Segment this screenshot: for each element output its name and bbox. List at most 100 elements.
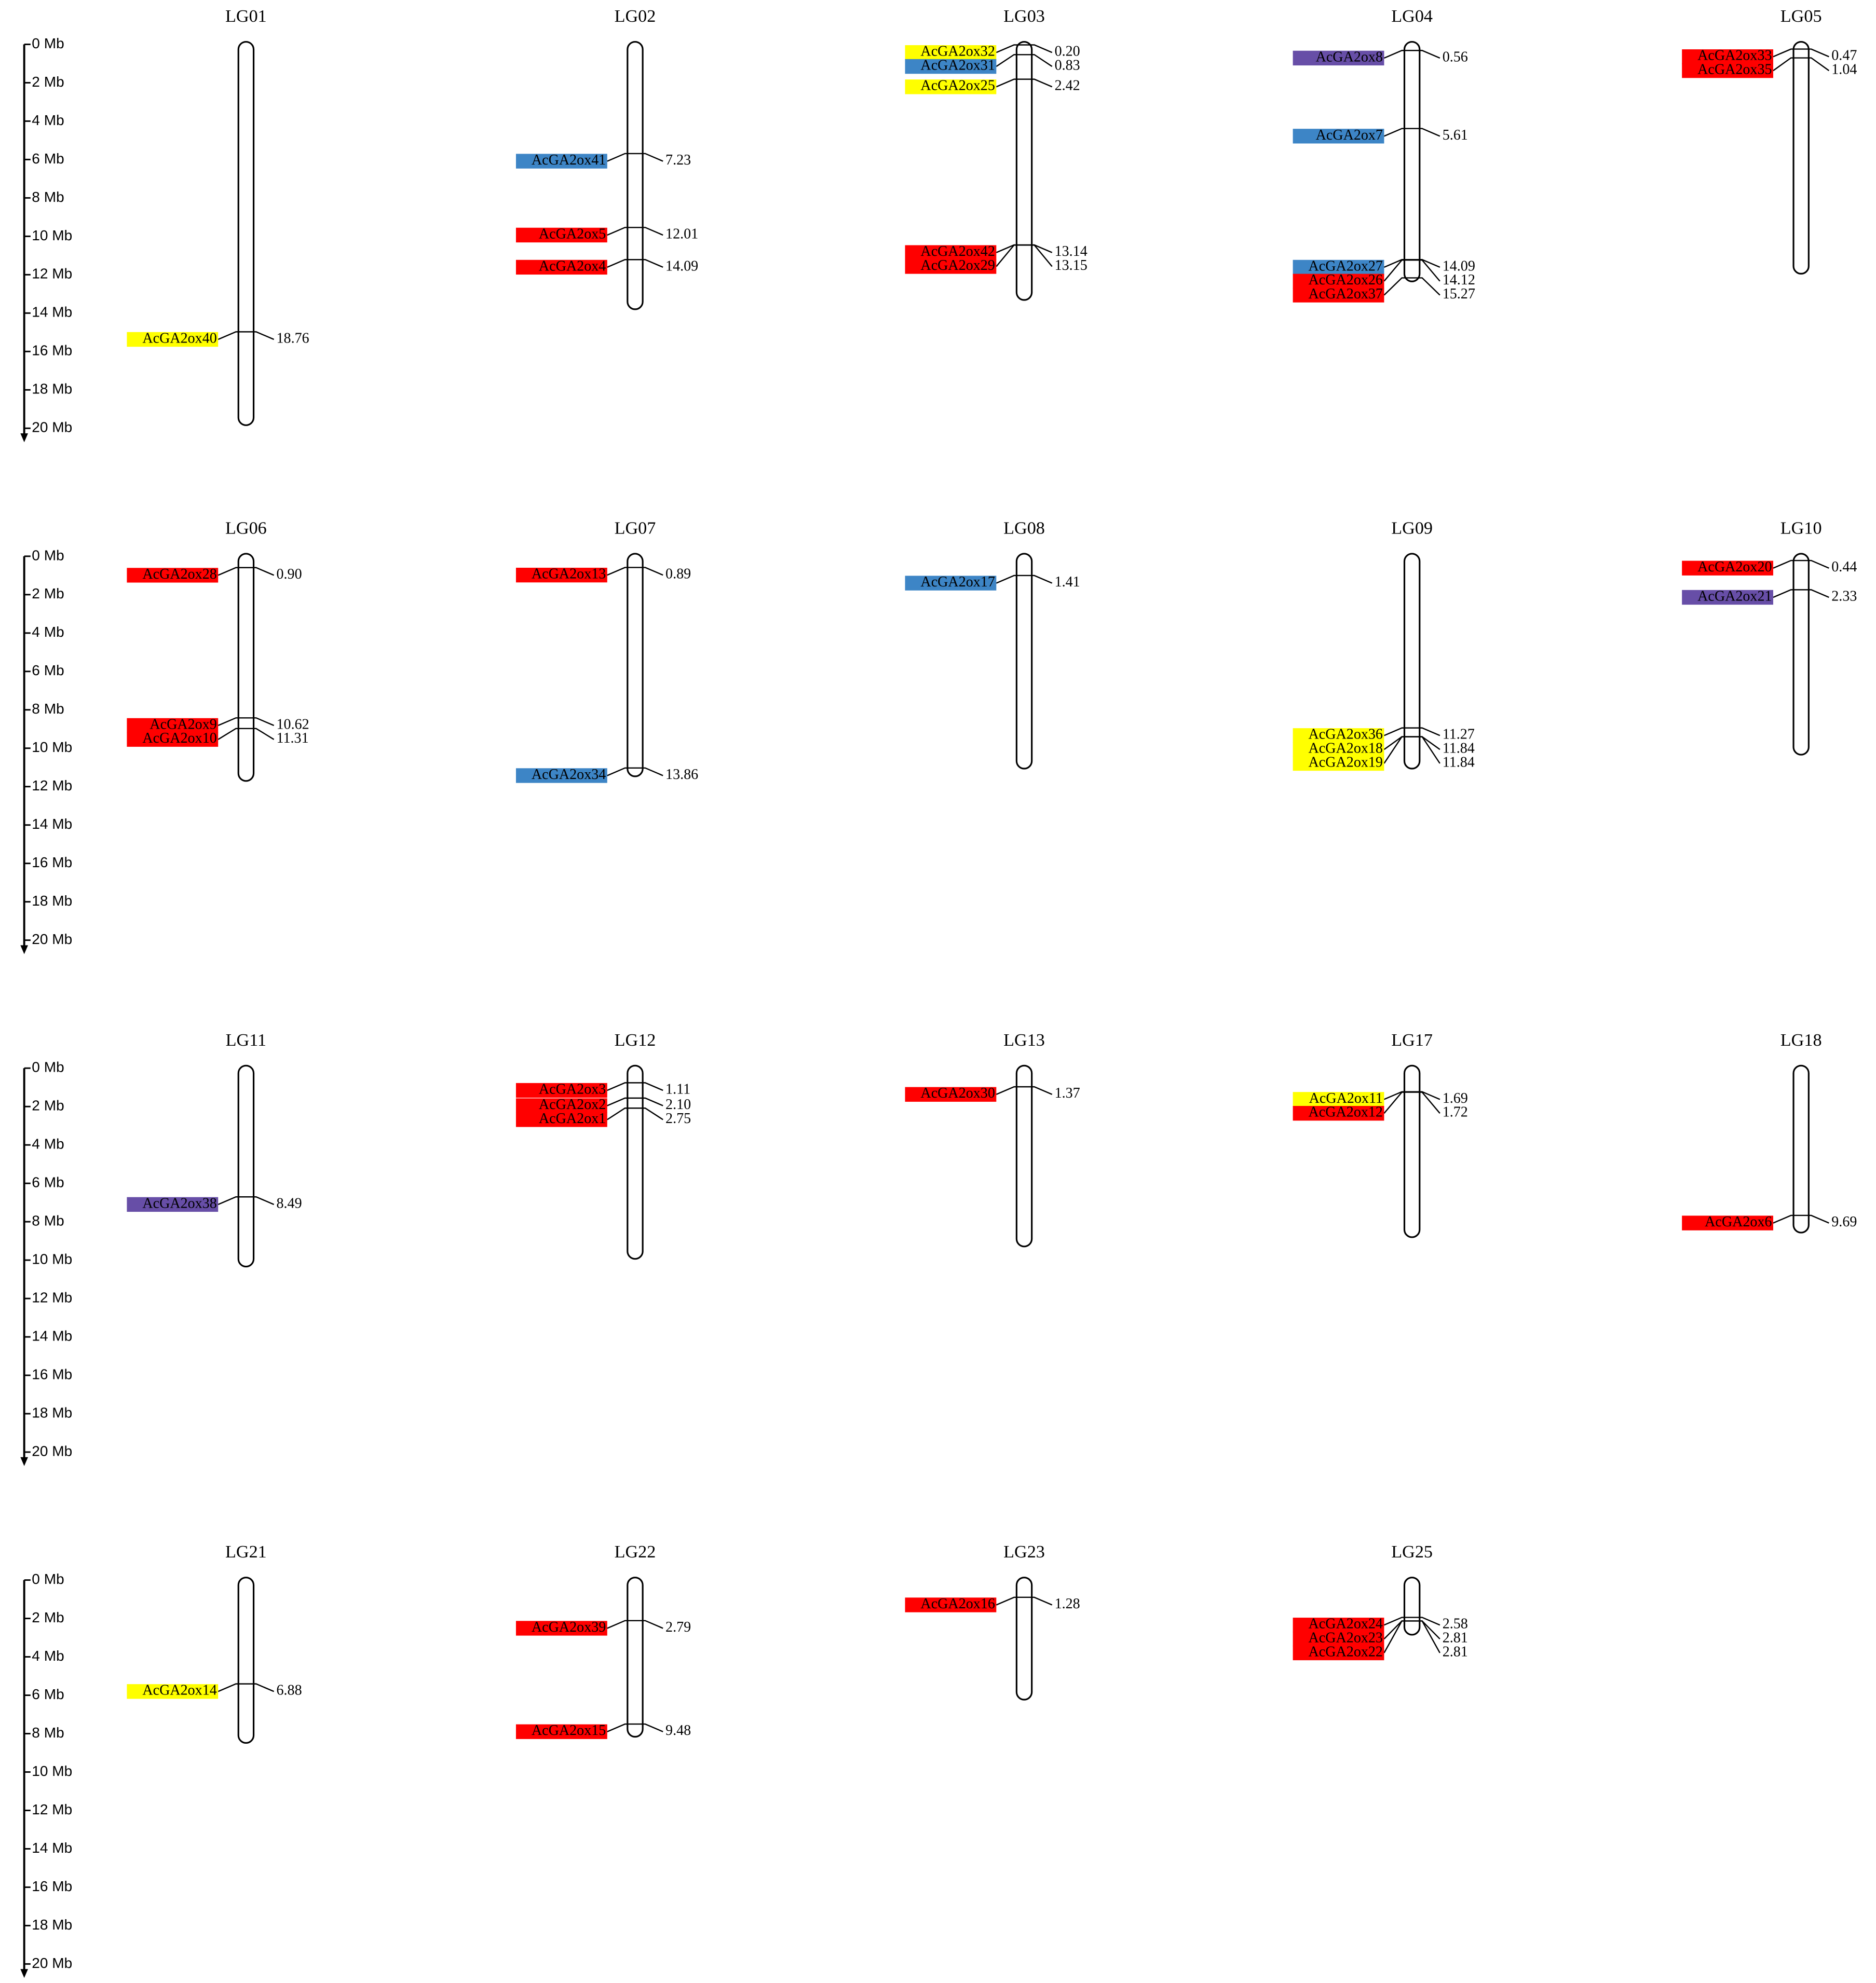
gene-highlight bbox=[1293, 259, 1384, 275]
gene-highlight bbox=[127, 1197, 219, 1212]
scale-tick-label: 8 Mb bbox=[32, 189, 64, 205]
gene-name: AcGA2ox38 bbox=[142, 1195, 216, 1211]
scale-tick-label: 14 Mb bbox=[32, 304, 72, 320]
chromosome-body bbox=[627, 1577, 644, 1738]
gene-connector bbox=[217, 331, 275, 340]
gene-position: 1.41 bbox=[1055, 574, 1080, 590]
chromosome-body bbox=[237, 553, 255, 782]
gene-name: AcGA2ox3 bbox=[539, 1081, 606, 1097]
gene-highlight bbox=[1293, 1092, 1384, 1107]
chromosome: LG07 AcGA2ox13 0.89 AcGA2ox34 13.86 bbox=[515, 518, 698, 783]
gene-position: 12.01 bbox=[665, 226, 698, 242]
gene-connector bbox=[996, 244, 1053, 267]
gene-name: AcGA2ox20 bbox=[1697, 559, 1772, 575]
gene-highlight bbox=[905, 1597, 997, 1612]
gene-highlight bbox=[1293, 756, 1384, 771]
gene-connector bbox=[1383, 1091, 1440, 1114]
gene-name: AcGA2ox15 bbox=[532, 1722, 606, 1739]
scale-tick-label: 18 Mb bbox=[32, 1404, 72, 1420]
chromosome-name: LG25 bbox=[1391, 1542, 1433, 1562]
scale-tick-label: 20 Mb bbox=[32, 419, 72, 435]
scale-tick-label: 10 Mb bbox=[32, 739, 72, 755]
scale-tick-label: 6 Mb bbox=[32, 1174, 64, 1191]
gene-name: AcGA2ox39 bbox=[532, 1619, 606, 1635]
gene-highlight bbox=[905, 79, 997, 94]
gene-connector bbox=[217, 717, 275, 727]
gene-connector bbox=[607, 767, 663, 776]
gene-highlight bbox=[1293, 129, 1384, 144]
gene-connector bbox=[607, 153, 663, 162]
gene-connector bbox=[996, 78, 1053, 88]
gene-highlight bbox=[127, 568, 219, 583]
scale-tick-label: 6 Mb bbox=[32, 662, 64, 678]
chromosome-name: LG17 bbox=[1391, 1031, 1433, 1050]
scale-tick-label: 10 Mb bbox=[32, 1763, 72, 1779]
gene-name: AcGA2ox27 bbox=[1309, 258, 1383, 274]
gene-name: AcGA2ox37 bbox=[1309, 286, 1383, 302]
gene-position: 15.27 bbox=[1443, 286, 1475, 302]
gene-position: 2.81 bbox=[1443, 1644, 1468, 1660]
chromosome-name: LG02 bbox=[615, 7, 656, 26]
chromosome-body bbox=[627, 553, 644, 777]
gene-highlight bbox=[1293, 742, 1384, 757]
gene-highlight bbox=[515, 259, 607, 275]
gene-connector bbox=[217, 567, 275, 576]
gene-position: 1.28 bbox=[1055, 1596, 1080, 1612]
scale-tick-label: 14 Mb bbox=[32, 1328, 72, 1344]
gene-highlight bbox=[1293, 288, 1384, 303]
scale-tick-label: 16 Mb bbox=[32, 854, 72, 870]
gene-position: 2.42 bbox=[1055, 78, 1080, 94]
chromosome: LG08 AcGA2ox17 1.41 bbox=[905, 518, 1080, 770]
gene-position: 14.09 bbox=[1443, 258, 1475, 274]
chromosome-name: LG21 bbox=[225, 1542, 267, 1562]
gene-highlight bbox=[1293, 728, 1384, 743]
gene-position: 8.49 bbox=[277, 1195, 302, 1211]
scale-tick-label: 14 Mb bbox=[32, 1840, 72, 1856]
scale-tick-label: 16 Mb bbox=[32, 343, 72, 359]
gene-highlight bbox=[905, 576, 997, 591]
scale-tick-label: 14 Mb bbox=[32, 816, 72, 832]
chromosome: LG13 AcGA2ox30 1.37 bbox=[905, 1031, 1080, 1248]
gene-connector bbox=[607, 567, 663, 576]
scale-tick-label: 8 Mb bbox=[32, 701, 64, 717]
gene-name: AcGA2ox31 bbox=[920, 57, 995, 73]
gene-name: AcGA2ox24 bbox=[1309, 1616, 1383, 1632]
gene-name: AcGA2ox33 bbox=[1697, 48, 1772, 64]
gene-connector bbox=[607, 259, 663, 268]
gene-position: 0.56 bbox=[1443, 49, 1468, 65]
chromosome: LG01 AcGA2ox40 18.76 bbox=[127, 7, 309, 426]
scale-tick-label: 8 Mb bbox=[32, 1213, 64, 1229]
chromosome-body bbox=[627, 40, 644, 310]
gene-name: AcGA2ox4 bbox=[539, 258, 606, 274]
gene-name: AcGA2ox23 bbox=[1309, 1630, 1383, 1646]
gene-highlight bbox=[515, 1098, 607, 1113]
gene-connector bbox=[996, 54, 1053, 67]
gene-name: AcGA2ox41 bbox=[532, 152, 606, 168]
chromosome-body bbox=[1792, 40, 1810, 275]
gene-position: 2.79 bbox=[665, 1619, 691, 1635]
chromosome-body bbox=[1792, 1064, 1810, 1234]
chromosome-name: LG09 bbox=[1391, 518, 1433, 538]
gene-position: 11.27 bbox=[1443, 727, 1475, 743]
gene-highlight bbox=[1682, 63, 1773, 78]
scale-tick-label: 0 Mb bbox=[32, 547, 64, 563]
gene-position: 18.76 bbox=[277, 330, 309, 346]
gene-connector bbox=[1383, 1617, 1440, 1626]
gene-highlight bbox=[1293, 273, 1384, 289]
chromosome-name: LG06 bbox=[225, 518, 267, 538]
gene-position: 10.62 bbox=[277, 716, 309, 732]
gene-connector bbox=[1383, 128, 1440, 137]
gene-connector bbox=[1773, 559, 1829, 569]
gene-name: AcGA2ox21 bbox=[1697, 588, 1772, 604]
scale-tick-label: 2 Mb bbox=[32, 585, 64, 601]
gene-name: AcGA2ox7 bbox=[1316, 127, 1383, 143]
gene-highlight bbox=[127, 732, 219, 747]
gene-position: 11.84 bbox=[1443, 741, 1475, 757]
chromosome-name: LG05 bbox=[1780, 7, 1822, 26]
gene-highlight bbox=[905, 59, 997, 74]
gene-name: AcGA2ox35 bbox=[1697, 62, 1772, 78]
chromosome: LG09 AcGA2ox36 11.27 AcGA2ox18 11.84 AcGA2ox1… bbox=[1293, 518, 1475, 771]
scale-tick-label: 4 Mb bbox=[32, 624, 64, 640]
gene-connector bbox=[607, 227, 663, 236]
